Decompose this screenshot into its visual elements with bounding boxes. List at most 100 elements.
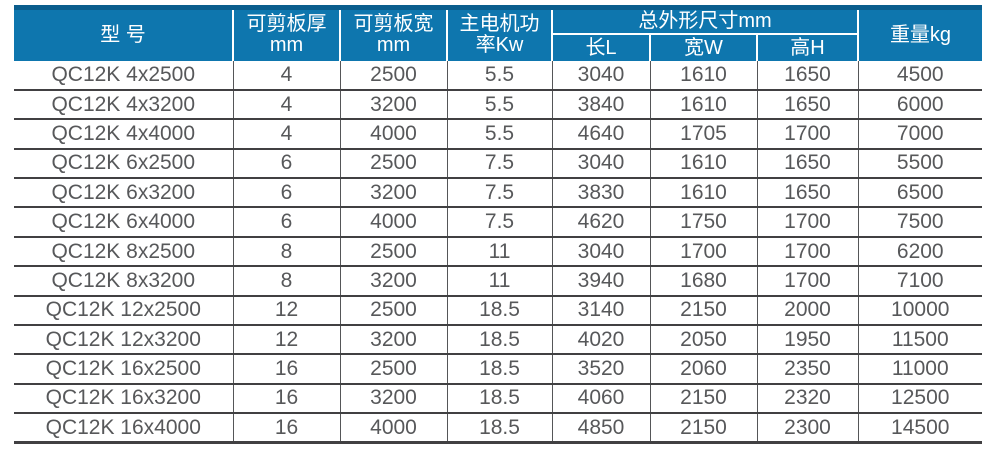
value-cell: 3040 — [551, 236, 650, 268]
value-cell: 3830 — [551, 178, 650, 209]
value-cell: 4000 — [339, 207, 447, 238]
table-row: QC12K 6x2500 6 2500 7.5 3040 1610 1650 5500 — [14, 148, 982, 180]
value-cell: 4 — [232, 60, 340, 91]
value-cell: 1950 — [756, 325, 858, 356]
model-cell: QC12K 16x4000 — [14, 413, 233, 445]
value-cell: 5.5 — [446, 119, 552, 150]
value-cell: 6 — [232, 207, 340, 238]
value-cell: 18.5 — [446, 383, 552, 415]
value-cell: 7.5 — [446, 207, 552, 238]
value-cell: 18.5 — [446, 413, 552, 445]
col-header-length: 长L — [551, 33, 650, 61]
value-cell: 2300 — [756, 413, 858, 445]
col-header-width-dim: 宽W — [649, 33, 757, 61]
model-cell: QC12K 8x2500 — [14, 236, 233, 268]
table-row: QC12K 6x3200 6 3200 7.5 3830 1610 1650 6500 — [14, 178, 982, 209]
value-cell: 3200 — [339, 178, 447, 209]
value-cell: 4 — [232, 89, 340, 121]
col-header-thickness-line1: 可剪板厚 — [246, 13, 327, 36]
model-cell: QC12K 6x4000 — [14, 207, 233, 238]
value-cell: 3200 — [339, 266, 447, 297]
value-cell: 7000 — [857, 119, 982, 150]
value-cell: 1700 — [756, 207, 858, 238]
value-cell: 16 — [232, 383, 340, 415]
table-header: 型 号 可剪板厚 mm 可剪板宽 mm 主电机功 率Kw 总外形尺寸mm 重量k… — [14, 5, 982, 61]
value-cell: 5500 — [857, 148, 982, 180]
value-cell: 5.5 — [446, 60, 552, 91]
value-cell: 2000 — [756, 295, 858, 327]
value-cell: 11 — [446, 236, 552, 268]
col-header-height: 高H — [756, 33, 858, 61]
value-cell: 2500 — [339, 236, 447, 268]
value-cell: 7.5 — [446, 178, 552, 209]
value-cell: 12 — [232, 295, 340, 327]
col-header-motor-power: 主电机功 率Kw — [446, 5, 552, 61]
value-cell: 4620 — [551, 207, 650, 238]
value-cell: 7.5 — [446, 148, 552, 180]
value-cell: 10000 — [857, 295, 982, 327]
value-cell: 8 — [232, 236, 340, 268]
value-cell: 7500 — [857, 207, 982, 238]
value-cell: 1700 — [756, 236, 858, 268]
table-row: QC12K 12x2500 12 2500 18.5 3140 2150 2000 10000 — [14, 295, 982, 327]
table-row: QC12K 4x3200 4 3200 5.5 3840 1610 1650 6000 — [14, 89, 982, 121]
col-header-motor-power-line1: 主电机功 — [459, 13, 540, 36]
table-row: QC12K 16x4000 16 4000 18.5 4850 2150 2300 14500 — [14, 413, 982, 445]
value-cell: 2060 — [649, 354, 757, 385]
value-cell: 3840 — [551, 89, 650, 121]
value-cell: 6200 — [857, 236, 982, 268]
value-cell: 3520 — [551, 354, 650, 385]
model-cell: QC12K 4x4000 — [14, 119, 233, 150]
value-cell: 1680 — [649, 266, 757, 297]
value-cell: 18.5 — [446, 354, 552, 385]
value-cell: 1610 — [649, 89, 757, 121]
table-row: QC12K 8x3200 8 3200 11 3940 1680 1700 7100 — [14, 266, 982, 297]
value-cell: 1650 — [756, 60, 858, 91]
col-header-dimensions-group: 总外形尺寸mm — [551, 5, 858, 35]
value-cell: 12500 — [857, 383, 982, 415]
value-cell: 3200 — [339, 325, 447, 356]
value-cell: 4640 — [551, 119, 650, 150]
value-cell: 18.5 — [446, 295, 552, 327]
col-header-weight: 重量kg — [857, 5, 982, 61]
value-cell: 11 — [446, 266, 552, 297]
value-cell: 7100 — [857, 266, 982, 297]
value-cell: 2500 — [339, 354, 447, 385]
value-cell: 2350 — [756, 354, 858, 385]
value-cell: 1610 — [649, 148, 757, 180]
value-cell: 16 — [232, 413, 340, 445]
value-cell: 6 — [232, 148, 340, 180]
value-cell: 16 — [232, 354, 340, 385]
value-cell: 1610 — [649, 178, 757, 209]
value-cell: 6 — [232, 178, 340, 209]
value-cell: 11500 — [857, 325, 982, 356]
value-cell: 2500 — [339, 148, 447, 180]
value-cell: 3200 — [339, 89, 447, 121]
value-cell: 2320 — [756, 383, 858, 415]
table-row: QC12K 16x2500 16 2500 18.5 3520 2060 2350 11000 — [14, 354, 982, 385]
col-header-plate-width: 可剪板宽 mm — [339, 5, 447, 61]
table-row: QC12K 4x4000 4 4000 5.5 4640 1705 1700 7000 — [14, 119, 982, 150]
value-cell: 18.5 — [446, 325, 552, 356]
value-cell: 2500 — [339, 295, 447, 327]
value-cell: 4500 — [857, 60, 982, 91]
value-cell: 4000 — [339, 413, 447, 445]
value-cell: 5.5 — [446, 89, 552, 121]
col-header-motor-power-line2: 率Kw — [475, 34, 524, 57]
value-cell: 4850 — [551, 413, 650, 445]
value-cell: 6500 — [857, 178, 982, 209]
value-cell: 12 — [232, 325, 340, 356]
value-cell: 1700 — [649, 236, 757, 268]
value-cell: 3940 — [551, 266, 650, 297]
model-cell: QC12K 8x3200 — [14, 266, 233, 297]
value-cell: 1705 — [649, 119, 757, 150]
value-cell: 2150 — [649, 413, 757, 445]
model-cell: QC12K 6x2500 — [14, 148, 233, 180]
model-cell: QC12K 16x2500 — [14, 354, 233, 385]
model-cell: QC12K 16x3200 — [14, 383, 233, 415]
value-cell: 1610 — [649, 60, 757, 91]
value-cell: 3040 — [551, 60, 650, 91]
value-cell: 4000 — [339, 119, 447, 150]
value-cell: 4060 — [551, 383, 650, 415]
